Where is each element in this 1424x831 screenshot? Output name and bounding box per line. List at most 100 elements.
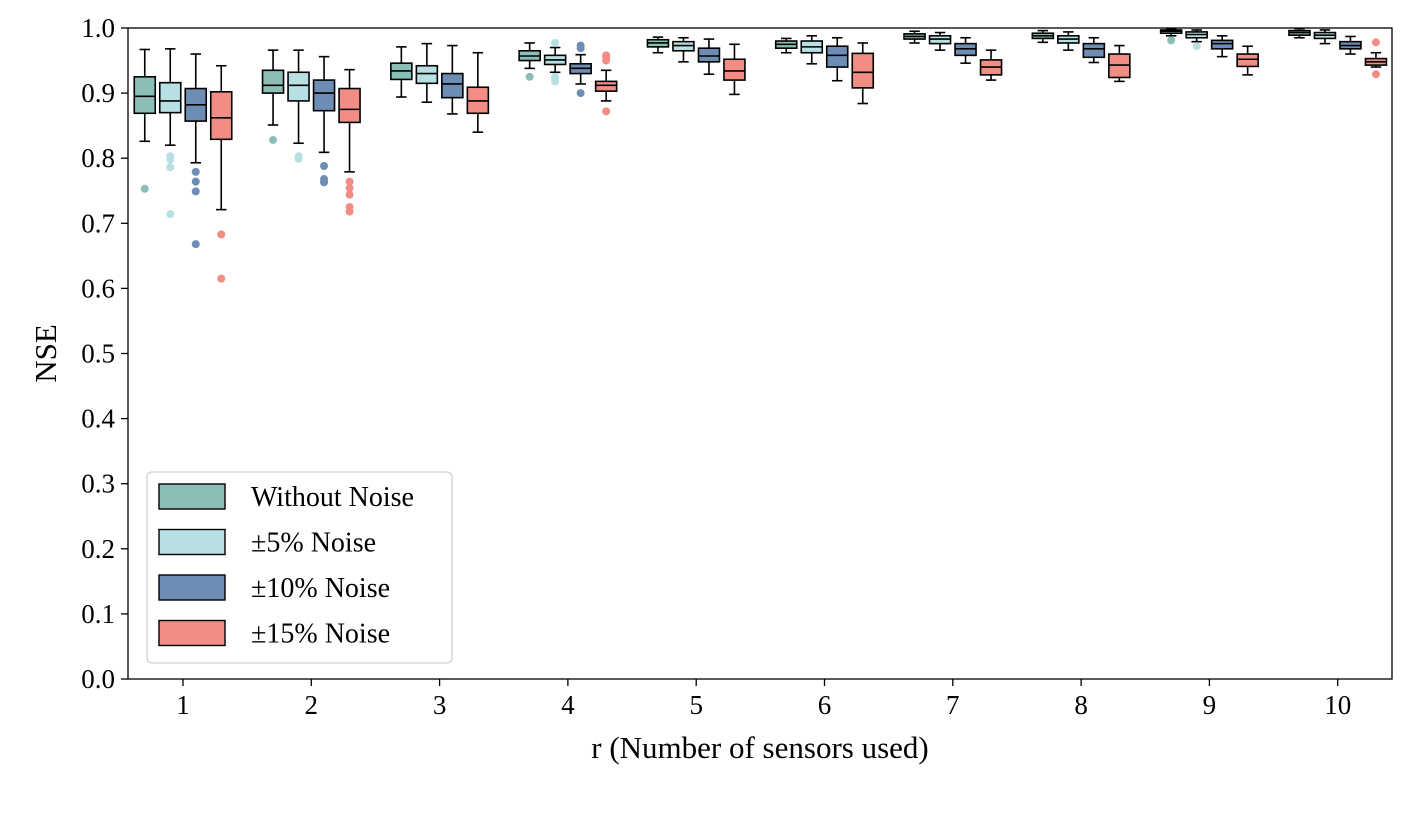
x-tick-label: 7 <box>946 690 960 720</box>
box-group <box>1057 31 1080 51</box>
outlier-point <box>576 89 585 98</box>
box-group <box>209 64 233 283</box>
outlier-point <box>320 178 329 187</box>
x-axis-label: r (Number of sensors used) <box>591 730 928 765</box>
y-tick-label: 0.3 <box>81 469 115 499</box>
outlier-point <box>191 187 200 196</box>
outlier-point <box>140 184 149 193</box>
outlier-point <box>1167 36 1176 45</box>
box-group <box>466 51 490 133</box>
plot-area <box>133 27 1388 283</box>
y-axis-label: NSE <box>28 324 63 383</box>
y-tick-label: 0.5 <box>81 339 115 369</box>
x-tick-label: 3 <box>433 690 447 720</box>
outlier-point <box>269 135 278 144</box>
legend-label: ±5% Noise <box>251 528 376 559</box>
outlier-point <box>345 184 354 193</box>
box <box>1082 42 1106 59</box>
y-tick-label: 0.0 <box>81 664 115 694</box>
box <box>287 71 310 102</box>
outlier-point <box>345 207 354 216</box>
box-group <box>261 49 285 144</box>
box-group <box>1031 29 1055 44</box>
outlier-point <box>1371 70 1380 79</box>
y-tick-label: 0.4 <box>81 404 115 434</box>
outlier-point <box>1371 38 1380 47</box>
box-group <box>158 48 182 219</box>
box-group <box>954 36 977 64</box>
legend-swatch <box>158 483 226 510</box>
outlier-point <box>294 154 303 163</box>
outlier-point <box>166 210 175 219</box>
x-tick-label: 5 <box>689 690 703 720</box>
box-group <box>1082 36 1106 64</box>
box <box>158 81 182 114</box>
outlier-point <box>191 177 200 186</box>
box-group <box>1236 45 1259 76</box>
outlier-point <box>551 38 560 47</box>
box <box>133 76 157 115</box>
box-group <box>851 42 875 105</box>
y-tick-label: 1.0 <box>81 13 115 43</box>
box-group <box>312 55 336 187</box>
y-tick-label: 0.2 <box>81 534 115 564</box>
box-group <box>979 49 1003 81</box>
x-tick-label: 8 <box>1074 690 1088 720</box>
legend-label: ±10% Noise <box>251 573 390 604</box>
legend-swatch <box>158 574 226 601</box>
outlier-point <box>576 44 585 53</box>
outlier-point <box>166 155 175 164</box>
box-group <box>1159 27 1183 45</box>
box-group <box>1364 38 1388 79</box>
box-group <box>415 42 439 104</box>
outlier-point <box>551 77 560 86</box>
outlier-point <box>602 107 611 116</box>
legend-label: ±15% Noise <box>251 619 390 650</box>
box-group <box>287 49 310 163</box>
box <box>697 47 721 63</box>
box-group <box>1108 44 1131 83</box>
legend-frame <box>146 471 453 664</box>
x-tick-label: 10 <box>1324 690 1351 720</box>
x-tick-label: 9 <box>1203 690 1217 720</box>
axes: 0.0 0.1 0.2 0.3 0.4 0.5 0.6 0.7 0.8 0.9 1.0 1 2 3 4 5 6 7… <box>28 13 1393 765</box>
outlier-point <box>217 230 226 239</box>
outlier-point <box>602 56 611 65</box>
y-tick-label: 0.7 <box>81 208 115 238</box>
box <box>1236 53 1259 68</box>
legend-swatch <box>158 528 226 556</box>
x-tick-label: 2 <box>305 690 319 720</box>
box-group <box>1185 29 1208 51</box>
box-group <box>338 68 361 216</box>
x-tick-label: 1 <box>176 690 190 720</box>
box-group <box>133 48 157 193</box>
box-group <box>903 30 926 44</box>
y-tick-label: 0.8 <box>81 143 115 173</box>
outlier-point <box>191 240 200 249</box>
outlier-point <box>345 177 354 186</box>
box-group <box>1339 35 1362 55</box>
outlier-point <box>320 162 329 171</box>
outlier-point <box>525 72 534 81</box>
box-group <box>1288 27 1311 39</box>
box-group <box>825 36 849 82</box>
box-group <box>1313 29 1337 45</box>
box-group <box>184 53 208 249</box>
y-tick-label: 0.9 <box>81 78 115 108</box>
box <box>1210 39 1234 50</box>
y-tick-label: 0.6 <box>81 273 115 303</box>
box <box>209 90 233 141</box>
box <box>261 69 285 94</box>
box-group <box>800 35 824 65</box>
box <box>594 80 618 92</box>
box-group <box>723 43 746 96</box>
box-group <box>1210 35 1234 58</box>
outlier-point <box>1192 42 1201 51</box>
box-group <box>390 46 413 98</box>
box <box>723 58 746 81</box>
box-group <box>697 38 721 76</box>
outlier-point <box>345 190 354 199</box>
outlier-point <box>217 274 226 283</box>
